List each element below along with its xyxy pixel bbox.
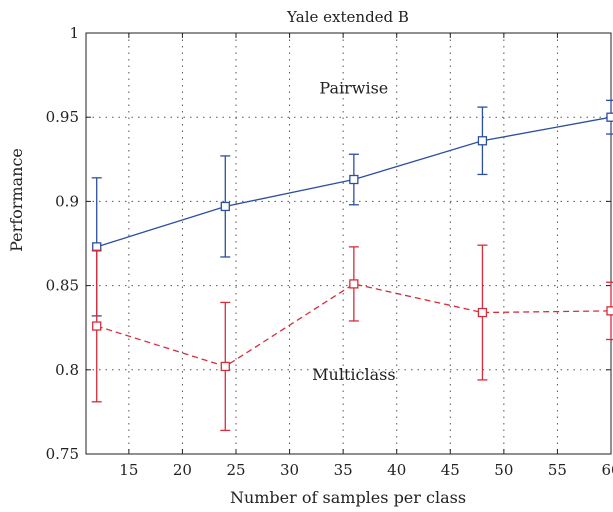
- data-point-marker: [606, 306, 613, 316]
- x-tick-label: 20: [173, 461, 192, 479]
- y-tick-label: 0.85: [46, 277, 79, 295]
- x-tick-label: 45: [441, 461, 460, 479]
- data-point-marker: [220, 361, 230, 372]
- x-tick-label: 40: [387, 461, 406, 479]
- annotation-multiclass: Multiclass: [312, 365, 395, 384]
- data-point-marker: [349, 279, 359, 289]
- y-tick-label: 0.8: [55, 361, 79, 379]
- x-tick-label: 35: [334, 461, 353, 479]
- series-multiclass: [91, 244, 613, 432]
- data-point-marker: [477, 307, 488, 318]
- series-layer: [91, 99, 613, 432]
- data-point-marker: [92, 321, 102, 331]
- x-axis-label: Number of samples per class: [230, 488, 466, 507]
- data-point-marker: [606, 112, 613, 122]
- axis-ticks: 15 20 25 30 35 40 45 50 55 60 0.75 0.8 0.85 0.9 0.95 1: [46, 24, 613, 479]
- x-tick-label: 30: [280, 461, 299, 479]
- y-tick-label: 0.95: [46, 108, 79, 126]
- annotation-pairwise: Pairwise: [319, 79, 388, 98]
- y-tick-label: 0.9: [55, 192, 79, 210]
- x-tick-label: 60: [601, 461, 613, 479]
- x-tick-label: 50: [494, 461, 513, 479]
- series-line-multiclass: [96, 283, 612, 368]
- series-pairwise: [91, 99, 613, 317]
- annotation-layer: Pairwise Multiclass: [312, 79, 395, 384]
- x-tick-label: 55: [548, 461, 567, 479]
- y-axis-label: Performance: [7, 148, 26, 252]
- x-tick-label: 25: [226, 461, 245, 479]
- y-tick-label: 0.75: [46, 445, 79, 463]
- data-point-marker: [349, 174, 359, 185]
- plot-frame: [85, 32, 612, 455]
- data-point-marker: [220, 201, 230, 212]
- x-tick-label: 15: [119, 461, 138, 479]
- y-tick-label: 1: [69, 24, 79, 42]
- data-point-marker: [477, 136, 488, 146]
- chart-title: Yale extended B: [286, 8, 409, 26]
